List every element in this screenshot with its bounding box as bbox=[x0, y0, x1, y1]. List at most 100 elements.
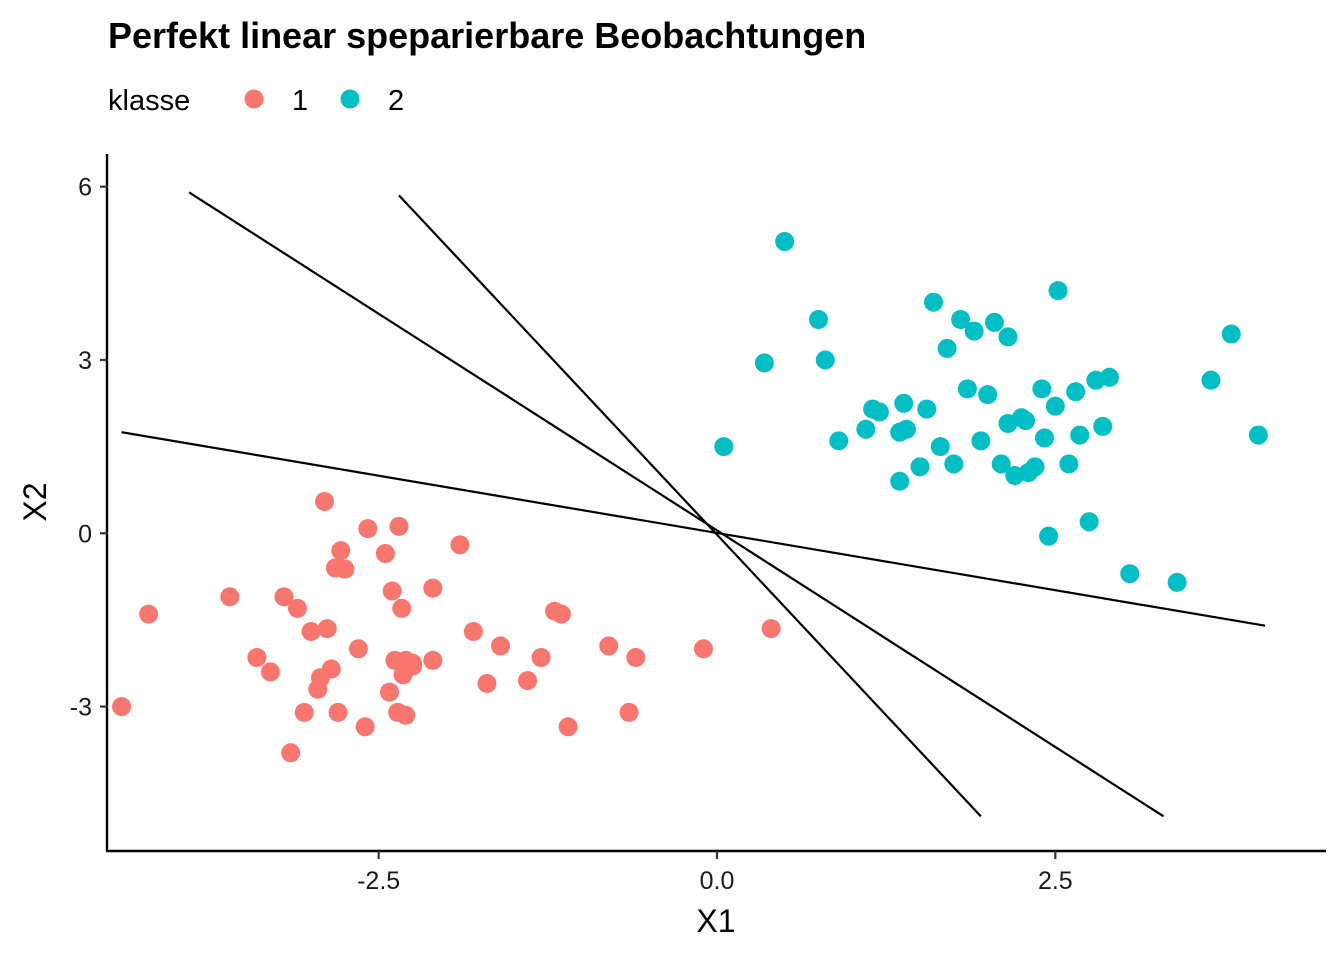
point-klasse-2 bbox=[1025, 457, 1045, 477]
point-klasse-1 bbox=[463, 621, 483, 641]
point-klasse-1 bbox=[375, 543, 395, 563]
point-klasse-1 bbox=[335, 559, 355, 579]
point-klasse-1 bbox=[247, 647, 267, 667]
point-klasse-1 bbox=[761, 619, 781, 639]
point-klasse-2 bbox=[1070, 425, 1090, 445]
separating-line-2 bbox=[188, 191, 1165, 818]
separating-lines bbox=[121, 191, 1266, 818]
point-klasse-1 bbox=[260, 662, 280, 682]
separating-line-3 bbox=[398, 194, 982, 818]
point-klasse-1 bbox=[619, 702, 639, 722]
x-ticks: -2.5 0.0 2.5 bbox=[357, 851, 1073, 895]
point-klasse-2 bbox=[984, 312, 1004, 332]
point-klasse-2 bbox=[1079, 512, 1099, 532]
point-klasse-2 bbox=[1032, 379, 1052, 399]
point-klasse-1 bbox=[599, 636, 619, 656]
point-klasse-1 bbox=[423, 650, 443, 670]
x-tick-label: -2.5 bbox=[357, 867, 400, 895]
legend-key-2 bbox=[340, 89, 360, 109]
point-klasse-2 bbox=[930, 437, 950, 457]
point-klasse-2 bbox=[1167, 572, 1187, 592]
point-klasse-2 bbox=[1221, 324, 1241, 344]
legend-label-1: 1 bbox=[292, 85, 308, 117]
point-klasse-1 bbox=[518, 671, 538, 691]
point-klasse-1 bbox=[558, 717, 578, 737]
point-klasse-2 bbox=[991, 454, 1011, 474]
point-klasse-1 bbox=[396, 705, 416, 725]
data-points bbox=[112, 232, 1268, 763]
point-klasse-1 bbox=[317, 619, 337, 639]
x-axis-title: X1 bbox=[696, 903, 735, 939]
point-klasse-2 bbox=[1066, 382, 1086, 402]
y-tick-label: 0 bbox=[78, 520, 92, 548]
point-klasse-1 bbox=[423, 578, 443, 598]
point-klasse-1 bbox=[382, 581, 402, 601]
legend: klasse 1 2 bbox=[108, 85, 404, 117]
x-tick-label: 2.5 bbox=[1038, 867, 1073, 895]
point-klasse-1 bbox=[355, 717, 375, 737]
point-klasse-1 bbox=[321, 659, 341, 679]
point-klasse-1 bbox=[389, 516, 409, 536]
point-klasse-1 bbox=[139, 604, 159, 624]
point-klasse-1 bbox=[450, 535, 470, 555]
y-tick-label: 3 bbox=[78, 347, 92, 375]
point-klasse-1 bbox=[294, 702, 314, 722]
point-klasse-2 bbox=[869, 402, 889, 422]
point-klasse-2 bbox=[775, 232, 795, 252]
point-klasse-1 bbox=[477, 673, 497, 693]
point-klasse-2 bbox=[856, 419, 876, 439]
point-klasse-2 bbox=[809, 310, 828, 330]
point-klasse-1 bbox=[112, 697, 132, 717]
point-klasse-1 bbox=[693, 639, 713, 659]
point-klasse-1 bbox=[315, 492, 335, 511]
point-klasse-1 bbox=[220, 587, 240, 607]
point-klasse-1 bbox=[274, 587, 294, 607]
point-klasse-1 bbox=[301, 621, 321, 641]
axes: -2.5 0.0 2.5 -3 0 3 6 bbox=[70, 154, 1326, 895]
point-klasse-2 bbox=[1201, 370, 1221, 390]
y-tick-label: -3 bbox=[70, 694, 92, 722]
point-klasse-2 bbox=[917, 399, 937, 419]
point-klasse-2 bbox=[815, 350, 835, 370]
point-klasse-1 bbox=[287, 598, 307, 618]
point-klasse-2 bbox=[714, 437, 734, 457]
point-klasse-2 bbox=[971, 431, 991, 451]
point-klasse-2 bbox=[1035, 428, 1055, 448]
point-klasse-2 bbox=[1048, 281, 1068, 301]
point-klasse-2 bbox=[937, 338, 957, 358]
point-klasse-2 bbox=[1248, 425, 1268, 445]
point-klasse-1 bbox=[531, 647, 551, 667]
point-klasse-2 bbox=[894, 393, 914, 413]
point-klasse-2 bbox=[754, 353, 774, 373]
point-klasse-1 bbox=[403, 653, 422, 673]
point-klasse-1 bbox=[379, 682, 399, 702]
point-klasse-2 bbox=[924, 292, 944, 312]
legend-key-1 bbox=[244, 89, 264, 109]
y-ticks: -3 0 3 6 bbox=[70, 174, 108, 722]
point-klasse-2 bbox=[944, 454, 964, 474]
point-klasse-2 bbox=[998, 327, 1018, 347]
chart-title: Perfekt linear speparierbare Beobachtung… bbox=[108, 15, 866, 56]
point-klasse-2 bbox=[1045, 396, 1065, 416]
point-klasse-2 bbox=[1120, 564, 1140, 584]
point-klasse-1 bbox=[358, 519, 378, 539]
point-klasse-1 bbox=[281, 743, 301, 763]
point-klasse-2 bbox=[978, 385, 998, 405]
point-klasse-2 bbox=[829, 431, 849, 451]
separating-line-1 bbox=[121, 431, 1266, 627]
point-klasse-2 bbox=[910, 457, 930, 477]
point-klasse-2 bbox=[1039, 526, 1059, 546]
legend-title: klasse bbox=[108, 85, 190, 117]
point-klasse-1 bbox=[348, 639, 368, 659]
point-klasse-1 bbox=[490, 636, 510, 656]
point-klasse-2 bbox=[1059, 454, 1079, 474]
point-klasse-2 bbox=[1016, 411, 1036, 431]
y-axis-title: X2 bbox=[17, 482, 53, 521]
y-tick-label: 6 bbox=[78, 174, 92, 202]
point-klasse-2 bbox=[957, 379, 977, 399]
point-klasse-1 bbox=[331, 541, 351, 561]
point-klasse-2 bbox=[1099, 367, 1119, 387]
point-klasse-2 bbox=[1093, 416, 1113, 436]
point-klasse-2 bbox=[951, 310, 971, 330]
